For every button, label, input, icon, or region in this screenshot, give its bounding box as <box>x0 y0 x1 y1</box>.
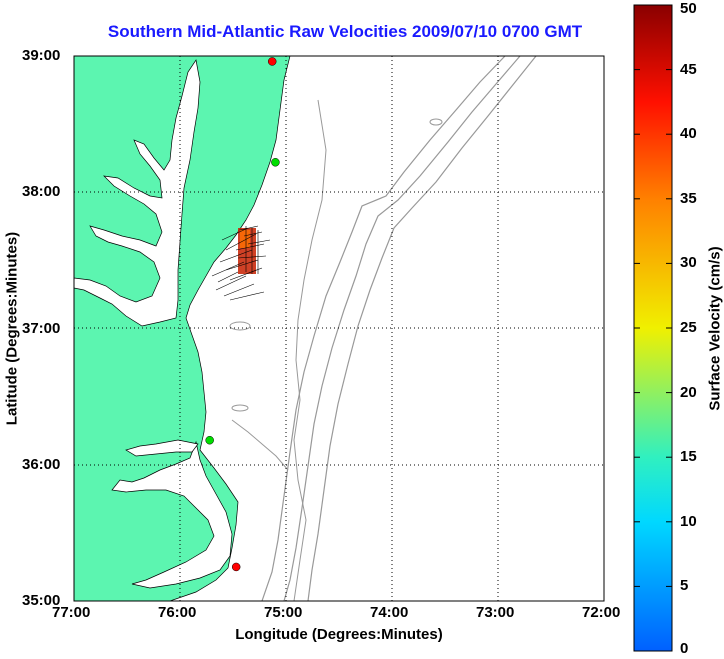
velocity-vectors <box>211 225 271 301</box>
colorbar-tick-label: 0 <box>680 640 689 657</box>
colorbar-tick-label: 5 <box>680 577 689 595</box>
plot-frame <box>73 55 605 602</box>
colorbar-tick-label: 30 <box>680 254 697 272</box>
chesapeake-bay <box>74 59 201 327</box>
y-tick-label: 39:00 <box>22 47 61 64</box>
y-tick-label: 36:00 <box>22 455 61 473</box>
y-axis-label: Latitude (Degrees:Minutes) <box>3 231 21 426</box>
map-area <box>74 56 604 601</box>
x-tick-label: 75:00 <box>264 604 303 621</box>
x-tick-label: 76:00 <box>158 604 197 621</box>
x-tick-label: 77:00 <box>52 604 91 621</box>
x-tick-label: 73:00 <box>476 604 515 621</box>
colorbar-tick-label: 15 <box>680 448 697 466</box>
colorbar-tick-label: 40 <box>680 125 697 143</box>
colorbar <box>633 4 673 652</box>
colorbar-tick-label: 50 <box>680 0 697 17</box>
y-tick-label: 35:00 <box>22 592 61 609</box>
bathymetry-contour <box>429 118 443 126</box>
colorbar-tick-label: 25 <box>680 319 697 336</box>
pamlico-sound <box>111 440 233 589</box>
bathymetry-contour <box>229 321 251 331</box>
y-tick-label: 38:00 <box>22 183 61 201</box>
x-axis-label: Longitude (Degrees:Minutes) <box>235 626 443 643</box>
x-tick-label: 72:00 <box>582 604 621 621</box>
bathymetry-contour <box>307 56 537 601</box>
bathymetry-contour <box>231 419 289 471</box>
colorbar-tick-label: 45 <box>680 60 697 78</box>
lat-lon-grid <box>74 56 604 601</box>
colorbar-label: Surface Velocity (cm/s) <box>706 246 724 411</box>
x-tick-label: 74:00 <box>370 604 409 621</box>
colorbar-tick-label: 35 <box>680 189 697 207</box>
station-marker <box>231 562 241 572</box>
bathymetry-contour <box>261 56 506 601</box>
bathymetry-contour <box>293 99 327 601</box>
station-markers <box>205 57 280 572</box>
chart-title: Southern Mid-Atlantic Raw Velocities 200… <box>107 22 583 41</box>
bathymetry-contour <box>231 404 249 412</box>
bathymetry-contour <box>283 56 521 601</box>
colorbar-tick-label: 20 <box>680 383 697 401</box>
colorbar-tick-label: 10 <box>680 512 697 530</box>
y-tick-label: 37:00 <box>22 319 61 337</box>
station-marker <box>205 435 214 445</box>
station-marker <box>267 57 277 66</box>
colorbar-ticks <box>634 4 672 652</box>
station-marker <box>271 158 280 167</box>
